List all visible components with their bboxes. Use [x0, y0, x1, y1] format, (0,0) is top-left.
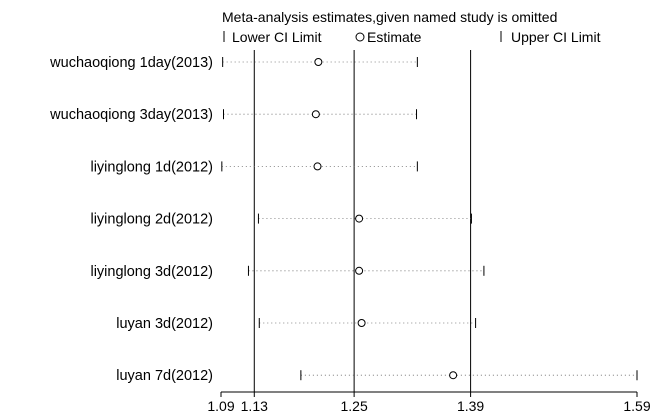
estimate-marker — [355, 214, 364, 223]
chart-title: Meta-analysis estimates,given named stud… — [222, 9, 557, 25]
estimate-marker — [355, 266, 364, 275]
study-label: luyan 7d(2012) — [116, 368, 213, 384]
estimate-marker — [449, 371, 458, 380]
study-label: liyinglong 3d(2012) — [90, 264, 213, 280]
study-label: luyan 3d(2012) — [116, 316, 213, 332]
x-tick-label: 1.39 — [457, 398, 484, 414]
legend-estimate-marker — [355, 32, 365, 42]
x-tick-label: 1.13 — [241, 398, 268, 414]
legend-upper-ci-label: Upper CI Limit — [511, 29, 601, 45]
study-label: liyinglong 2d(2012) — [90, 212, 213, 228]
x-tick-label: 1.59 — [623, 398, 650, 414]
estimate-marker — [357, 319, 366, 327]
estimate-marker — [313, 162, 322, 171]
study-label: wuchaoqiong 1day(2013) — [49, 55, 213, 71]
estimate-marker — [314, 58, 323, 66]
x-tick-label: 1.09 — [207, 398, 234, 414]
x-tick-label: 1.25 — [340, 398, 367, 414]
legend: Lower CI Limit Estimate Upper CI Limit — [223, 29, 601, 45]
study-label: wuchaoqiong 3day(2013) — [49, 107, 213, 123]
study-label: liyinglong 1d(2012) — [90, 159, 213, 175]
legend-estimate-label: Estimate — [367, 29, 422, 45]
estimate-marker — [311, 110, 320, 119]
legend-lower-ci-label: Lower CI Limit — [232, 29, 322, 45]
